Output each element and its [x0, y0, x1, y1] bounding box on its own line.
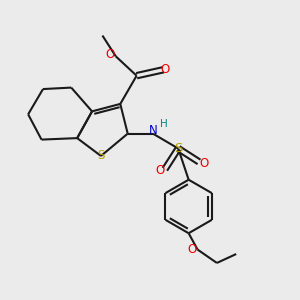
Text: N: N: [149, 124, 158, 136]
Text: O: O: [105, 48, 115, 62]
Text: H: H: [160, 119, 168, 129]
Text: O: O: [160, 63, 170, 76]
Text: S: S: [97, 149, 105, 162]
Text: O: O: [200, 157, 209, 170]
Text: S: S: [174, 142, 182, 155]
Text: O: O: [188, 243, 197, 256]
Text: O: O: [155, 164, 164, 177]
